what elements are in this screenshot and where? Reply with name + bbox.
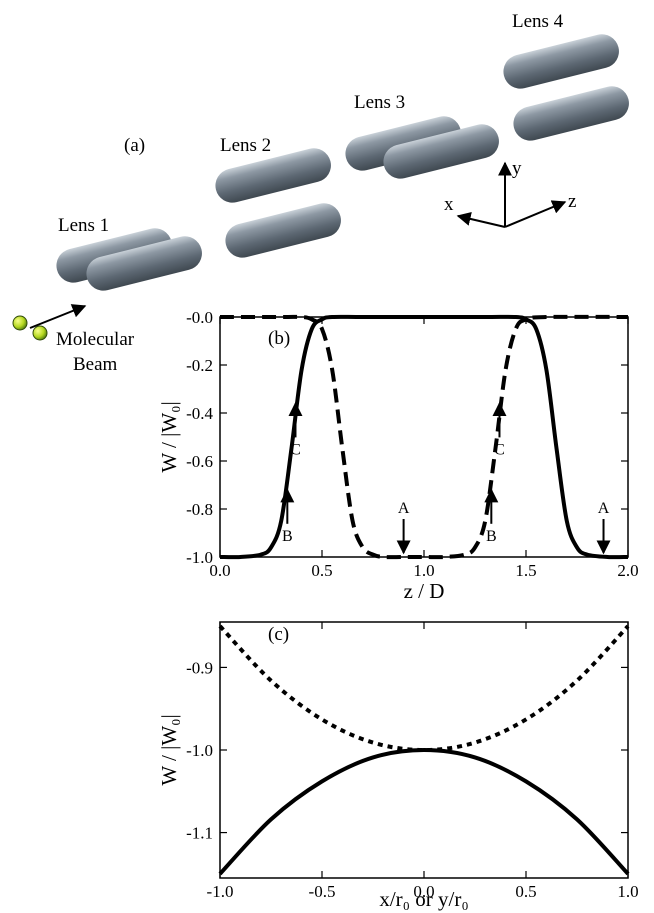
x-tick-label: -1.0 — [207, 882, 234, 901]
molecular-beam: Molecular Beam — [12, 304, 135, 375]
lens-4-label: Lens 4 — [512, 11, 564, 32]
chart-c-ticks: -1.0 -0.5 0.0 0.5 1.0 -0.9 -1.0 -1.1 — [186, 622, 639, 901]
chart-b-series — [219, 314, 629, 560]
beam-label-line2: Beam — [73, 354, 118, 375]
x-tick-label: -0.5 — [309, 882, 336, 901]
x-tick-label: 0.5 — [515, 882, 536, 901]
lens-rod — [215, 148, 331, 203]
chart-c: (c) -1.0 -0.5 0.0 0.5 1.0 -0.9 -1.0 -1.1 x/r₀ o… — [157, 621, 639, 911]
lens-3: Lens 3 — [345, 92, 499, 179]
annotation-label: B — [486, 528, 497, 545]
chart-b-ticks: 0.0 0.5 1.0 1.5 2.0 -0.0 -0.2 -0.4 -0.6 -0.8 -1.0 — [186, 308, 639, 580]
chart-c-series — [218, 624, 630, 876]
x-tick-label: 0.5 — [311, 561, 332, 580]
x-tick-label: 1.0 — [413, 561, 434, 580]
y-axis-label: y — [512, 158, 522, 179]
y-tick-label: -0.6 — [186, 452, 213, 471]
lens-rod — [86, 236, 202, 291]
chart-b-panel-label: (b) — [268, 328, 290, 349]
x-tick-label: 1.0 — [617, 882, 638, 901]
lens-rod — [513, 86, 629, 141]
x-axis-arrow — [456, 212, 506, 228]
molecule-icon — [32, 325, 48, 341]
series-line-dotted — [218, 624, 630, 752]
y-tick-label: -0.0 — [186, 308, 213, 327]
beam-label-line1: Molecular — [56, 329, 135, 350]
chart-b-ylabel: W / |W₀| — [157, 401, 181, 472]
annotation-A: A — [396, 500, 411, 555]
molecule-icon — [12, 315, 28, 331]
lens-rod — [503, 34, 619, 89]
annotation-C: C — [492, 401, 507, 458]
annotation-C: C — [288, 401, 303, 458]
lens-1: Lens 1 — [56, 215, 202, 291]
lens-3-label: Lens 3 — [354, 92, 405, 113]
x-tick-label: 0.0 — [209, 561, 230, 580]
y-tick-label: -1.1 — [186, 824, 213, 843]
y-tick-label: -1.0 — [186, 548, 213, 567]
series-line-solid — [218, 748, 630, 876]
chart-b: (b) 0.0 0.5 1.0 1.5 2.0 -0.0 -0.2 -0.4 -0.6 -0.8 -… — [157, 308, 639, 603]
x-axis-label: x — [444, 194, 454, 215]
annotation-label: A — [398, 500, 410, 517]
lens-rod — [383, 124, 499, 179]
beam-arrow — [29, 304, 87, 329]
annotation-A: A — [596, 500, 611, 555]
chart-b-annotations: A B C A B C — [280, 401, 611, 555]
x-tick-label: 1.5 — [515, 561, 536, 580]
chart-c-ylabel: W / |W₀| — [157, 714, 181, 785]
panel-a: (a) Lens 1 Lens 2 — [12, 11, 629, 375]
chart-c-xlabel: x/r₀ or y/r₀ — [379, 887, 468, 911]
lens-2: Lens 2 — [215, 135, 341, 258]
series-line-solid — [219, 314, 629, 560]
x-tick-label: 2.0 — [617, 561, 638, 580]
chart-c-panel-label: (c) — [268, 624, 289, 645]
y-tick-label: -0.9 — [186, 658, 213, 677]
annotation-B: B — [484, 488, 499, 545]
x-tick-label: 0.0 — [413, 882, 434, 901]
chart-b-xlabel: z / D — [404, 579, 445, 603]
lens-2-label: Lens 2 — [220, 135, 271, 156]
annotation-label: C — [494, 441, 505, 458]
annotation-label: B — [282, 528, 293, 545]
lens-4: Lens 4 — [503, 11, 629, 141]
z-axis-arrow — [504, 200, 567, 228]
annotation-label: A — [598, 500, 610, 517]
z-axis-label: z — [568, 191, 576, 212]
coordinate-axes: y z x — [444, 158, 576, 228]
lens-rod — [225, 203, 341, 258]
panel-a-label: (a) — [124, 135, 145, 156]
lens-1-label: Lens 1 — [58, 215, 109, 236]
y-tick-label: -0.8 — [186, 500, 213, 519]
annotation-label: C — [290, 441, 301, 458]
y-tick-label: -0.2 — [186, 356, 213, 375]
annotation-B: B — [280, 488, 295, 545]
y-tick-label: -0.4 — [186, 404, 213, 423]
y-tick-label: -1.0 — [186, 741, 213, 760]
